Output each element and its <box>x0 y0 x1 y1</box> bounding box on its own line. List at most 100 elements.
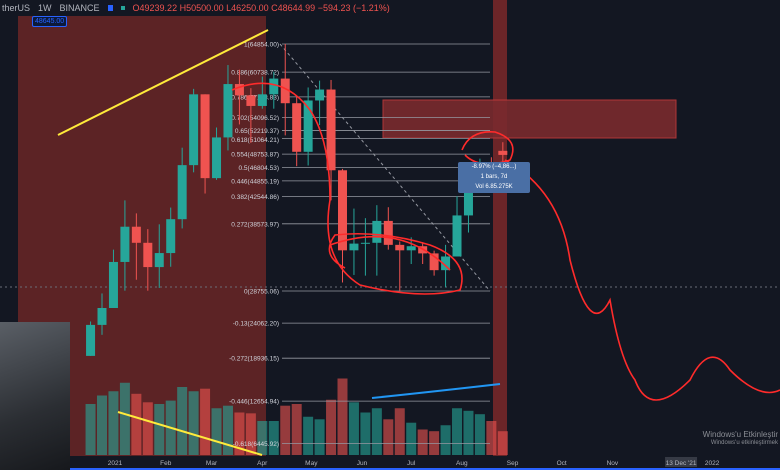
fib-level-label: 0.554(48753.87) <box>231 152 279 159</box>
volume-bar <box>177 387 188 455</box>
candle-body <box>234 84 244 96</box>
volume-bar <box>280 405 291 455</box>
highlight-band <box>493 0 507 456</box>
candle-body <box>143 242 153 268</box>
volume-bar <box>463 410 474 455</box>
volume-bar <box>142 402 153 455</box>
candle-body <box>212 137 222 179</box>
volume-bar <box>406 422 417 455</box>
volume-bars <box>85 378 508 455</box>
ohlc-readout: O49239.22 H50500.00 L46250.00 C48644.99 … <box>132 3 390 13</box>
candle-body <box>177 165 187 220</box>
volume-bar <box>154 404 165 455</box>
volume-bar <box>497 431 508 455</box>
volume-bar <box>348 402 359 455</box>
symbol-header: therUS 1W BINANCE O49239.22 H50500.00 L4… <box>0 0 390 16</box>
time-tick-label: Jun <box>357 460 368 467</box>
volume-bar <box>303 416 314 455</box>
volume-bar <box>97 395 108 455</box>
time-axis-bg <box>0 456 780 470</box>
time-axis-bottom-bar <box>0 468 780 470</box>
time-tick-label: Mar <box>206 460 218 467</box>
candle-body <box>200 94 210 179</box>
fib-level-label: 0.5(46804.53) <box>239 165 279 172</box>
volume-bar <box>440 425 451 455</box>
candle-body <box>97 308 107 325</box>
time-tick-label: Apr <box>257 460 268 467</box>
candle-body <box>257 94 267 106</box>
volume-bar <box>245 413 256 455</box>
interval[interactable]: 1W <box>38 3 52 13</box>
volume-bar <box>314 419 325 455</box>
candle-body <box>108 261 118 309</box>
volume-bar <box>452 408 463 455</box>
yellow-trend-line-volume <box>117 411 263 456</box>
candle-body <box>326 89 336 171</box>
volume-bar <box>486 421 497 455</box>
volume-trend-line <box>371 383 501 399</box>
fib-level-label: 0.65(52219.37) <box>235 128 279 135</box>
live-icon <box>120 6 125 10</box>
fib-level-label: 0.382(42544.86) <box>231 194 279 201</box>
volume-bar <box>383 419 394 455</box>
candle-body <box>120 226 130 262</box>
candle-body <box>463 182 473 216</box>
candle-body <box>154 253 164 268</box>
volume-bar <box>326 399 337 455</box>
candle-body <box>269 78 279 95</box>
volume-bar <box>474 414 485 455</box>
time-tick-label: 13 Dec '21 <box>666 460 697 467</box>
time-tick-label: Oct <box>557 460 567 467</box>
candle-body <box>131 226 141 243</box>
volume-bar <box>268 421 279 455</box>
candle-body <box>223 84 233 138</box>
time-tick-label: Jul <box>407 460 416 467</box>
candle-body <box>360 242 370 244</box>
volume-bar <box>429 431 440 455</box>
candle-body <box>166 219 176 254</box>
volume-bar <box>131 393 142 455</box>
volume-bar <box>222 405 233 455</box>
fib-level-label: -0.272(18936.15) <box>229 356 279 363</box>
measure-tooltip: -8.97% (−4,86...) 1 bars, 7d Vol 6.85.27… <box>458 162 530 193</box>
time-tick-label: 2021 <box>108 460 123 467</box>
volume-bar <box>200 388 211 455</box>
time-tick-label: May <box>305 460 318 467</box>
volume-bar <box>394 408 405 455</box>
candle-body <box>246 95 256 106</box>
volume-bar <box>119 382 130 455</box>
candle-body <box>292 103 302 152</box>
volume-bar <box>234 412 245 455</box>
fib-level-label: 0(28755.06) <box>244 288 279 295</box>
candle-body <box>395 244 405 251</box>
volume-bar <box>417 429 428 455</box>
webcam-overlay <box>0 322 70 470</box>
fib-level-label: 0.702(54096.52) <box>231 115 279 122</box>
time-axis: Dec2021FebMarAprMayJunJulAugSepOctNov13 … <box>0 456 780 470</box>
candle-body <box>498 150 508 155</box>
candle-body <box>189 94 199 166</box>
candle-body <box>337 170 347 251</box>
time-tick-label: Feb <box>160 460 172 467</box>
volume-bar <box>85 404 96 455</box>
volume-bar <box>291 404 302 455</box>
fib-level-label: -0.446(12654.94) <box>229 399 279 406</box>
symbol[interactable]: therUS <box>2 3 31 13</box>
time-tick-label: Aug <box>456 460 468 467</box>
volume-bar <box>108 391 119 455</box>
candle-body <box>303 100 313 152</box>
crosshair-date-box <box>665 457 698 467</box>
fib-level-label: 0.272(38573.97) <box>231 221 279 228</box>
candle-body <box>452 215 462 257</box>
volume-bar <box>371 408 382 455</box>
volume-bar <box>257 421 268 455</box>
price-tag: 48645.00 <box>32 16 68 27</box>
candle-body <box>441 256 451 271</box>
fib-level-label: 1(64854.00) <box>244 42 279 49</box>
time-tick-label: 2022 <box>705 460 720 467</box>
volume-bar <box>188 391 199 455</box>
candle-body <box>280 78 290 104</box>
exchange: BINANCE <box>59 3 100 13</box>
candle-body <box>349 243 359 251</box>
